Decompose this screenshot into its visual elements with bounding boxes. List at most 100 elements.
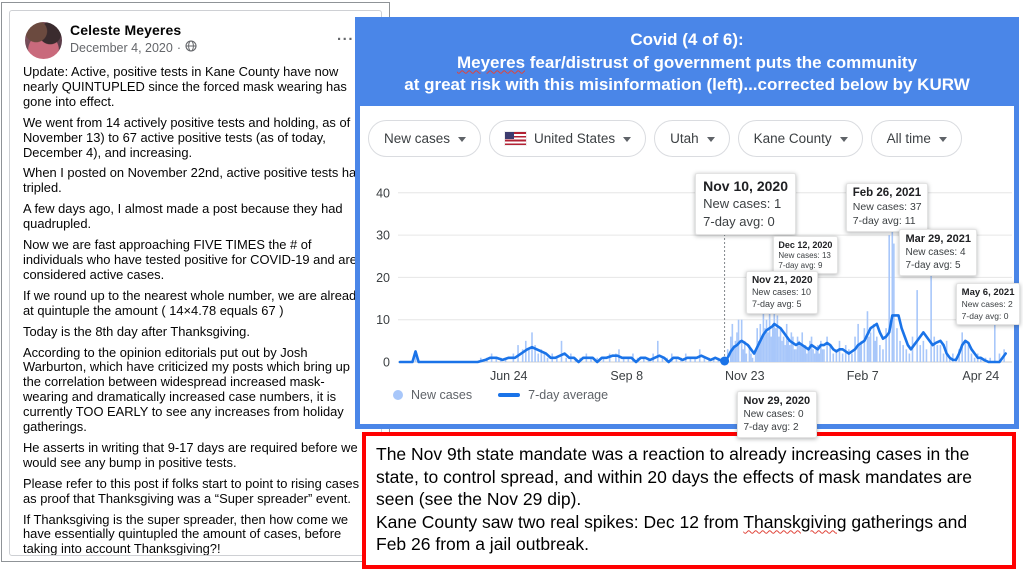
filter-pill-all-time[interactable]: All time: [870, 120, 962, 157]
new-cases-bar: [899, 340, 901, 362]
new-cases-bar: [675, 357, 678, 362]
new-cases-bar: [804, 345, 807, 362]
new-cases-bar: [792, 336, 794, 362]
new-cases-bar: [736, 332, 738, 362]
new-cases-bar: [874, 340, 877, 362]
average-line-icon: [498, 393, 521, 397]
new-cases-bar: [872, 323, 875, 362]
post-text: Update: Active, positive tests in Kane C…: [10, 61, 381, 555]
x-axis-label: Apr 24: [962, 369, 999, 383]
globe-icon: [185, 40, 197, 55]
tooltip-7day-avg: 7-day avg: 2: [743, 421, 799, 433]
post-paragraph: According to the opinion editorials put …: [23, 344, 350, 435]
chevron-down-icon: [706, 136, 715, 142]
new-cases-bar: [789, 345, 791, 362]
new-cases-bar: [922, 340, 925, 362]
author-name[interactable]: Celeste Meyeres: [70, 22, 182, 38]
chart-tooltip-nov-21-2020: Nov 21, 2020 New cases: 10 7-day avg: 5: [746, 271, 819, 314]
new-cases-bar: [761, 336, 763, 362]
new-cases-bar: [565, 357, 567, 362]
new-cases-bar: [860, 340, 863, 362]
tooltip-new-cases: New cases: 13: [778, 250, 831, 260]
y-axis-label-20: 20: [376, 271, 390, 285]
new-cases-bar: [980, 357, 982, 362]
ellipsis-menu-icon[interactable]: ...: [337, 27, 355, 44]
y-axis-label-0: 0: [383, 356, 390, 370]
tooltip-date: May 6, 2021: [961, 286, 1015, 298]
new-cases-bar: [863, 328, 866, 362]
seven-day-average-line: [398, 314, 1007, 364]
new-cases-bar: [596, 357, 599, 362]
kurw-chart-panel: Covid (4 of 6): Meyeres fear/distrust of…: [355, 17, 1021, 438]
new-cases-bar: [810, 336, 813, 362]
new-cases-bar: [967, 345, 970, 362]
x-axis-label: Jun 24: [490, 369, 528, 383]
post-paragraph: If we round up to the nearest whole numb…: [23, 287, 363, 318]
tooltip-7day-avg: 7-day avg: 0: [703, 213, 775, 229]
tooltip-7day-avg: 7-day avg: 5: [905, 259, 961, 271]
new-cases-bar: [821, 349, 824, 362]
tooltip-new-cases: New cases: 37: [852, 201, 922, 214]
new-cases-bar: [776, 315, 779, 362]
facebook-screenshot-frame: Celeste Meyeres December 4, 2020 ·: [1, 2, 390, 562]
new-cases-bar: [495, 357, 498, 362]
new-cases-bar: [556, 357, 558, 362]
filter-label: All time: [886, 131, 931, 146]
banner-line-1: Covid (4 of 6):: [630, 30, 744, 49]
new-cases-bar: [528, 349, 530, 362]
filter-pill-new-cases[interactable]: New cases: [368, 120, 482, 157]
new-cases-bar: [993, 290, 996, 362]
filter-pill-united-states[interactable]: United States: [489, 120, 647, 157]
avatar[interactable]: [25, 22, 62, 59]
filter-pill-utah[interactable]: Utah: [654, 120, 730, 157]
post-date: December 4, 2020 ·: [70, 40, 368, 55]
chevron-down-icon: [623, 136, 632, 142]
new-cases-bar: [939, 345, 942, 362]
new-cases-bar: [902, 345, 904, 362]
new-cases-bar: [785, 323, 788, 362]
y-axis-label-30: 30: [376, 229, 390, 243]
new-cases-bar: [779, 328, 782, 362]
tooltip-new-cases: New cases: 2: [961, 299, 1013, 310]
legend-7day-average: 7-day average: [498, 388, 608, 402]
tooltip-date: Nov 10, 2020: [703, 178, 788, 195]
new-cases-bar: [844, 345, 847, 362]
legend-new-cases: New cases: [393, 388, 472, 402]
new-cases-bar: [806, 353, 808, 362]
new-cases-bar: [858, 345, 861, 362]
post-paragraph: Now we are fast approaching FIVE TIMES t…: [23, 237, 357, 282]
tooltip-7day-avg: 7-day avg: 5: [751, 299, 802, 310]
filter-pill-kane-county[interactable]: Kane County: [737, 120, 863, 157]
new-cases-bar: [703, 357, 706, 362]
chart-legend: New cases 7-day average: [393, 388, 608, 402]
tooltip-date: Dec 12, 2020: [778, 239, 833, 250]
tooltip-new-cases: New cases: 4: [905, 246, 966, 258]
new-cases-bar: [414, 353, 417, 362]
new-cases-bar: [540, 349, 543, 362]
new-cases-bar: [590, 357, 592, 362]
new-cases-bar: [622, 357, 625, 362]
new-cases-bar: [891, 205, 894, 362]
correction-note: The Nov 9th state mandate was a reaction…: [362, 432, 1016, 569]
new-cases-bar: [546, 357, 549, 362]
new-cases-bar: [694, 357, 696, 362]
new-cases-bar: [930, 260, 932, 362]
new-cases-bar: [851, 353, 853, 362]
new-cases-bar: [802, 345, 805, 362]
banner-line-3: at great risk with this misinformation (…: [404, 75, 970, 94]
new-cases-bar: [823, 349, 825, 362]
new-cases-bar: [936, 345, 939, 362]
new-cases-bar: [893, 243, 895, 362]
post-paragraph: We went from 14 actively positive tests …: [23, 114, 351, 160]
chevron-down-icon: [938, 136, 947, 142]
new-cases-bar: [767, 332, 769, 362]
tooltip-new-cases: New cases: 10: [751, 287, 811, 298]
new-cases-bar: [925, 349, 928, 362]
legend-new-cases-label: New cases: [411, 388, 473, 402]
new-cases-bar: [534, 345, 536, 362]
new-cases-bar: [795, 349, 797, 362]
facebook-post-card: Celeste Meyeres December 4, 2020 ·: [9, 10, 382, 556]
post-header: Celeste Meyeres December 4, 2020 ·: [10, 11, 381, 61]
tooltip-new-cases: New cases: 1: [703, 196, 782, 212]
new-cases-bar: [742, 349, 745, 362]
